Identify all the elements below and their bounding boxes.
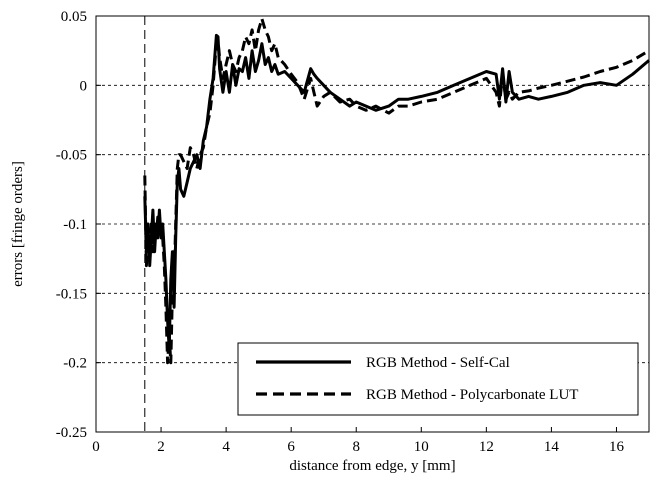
x-tick-label: 6 xyxy=(287,439,295,455)
legend: RGB Method - Self-Cal RGB Method - Polyc… xyxy=(237,342,639,416)
grid-lines xyxy=(96,84,649,364)
x-axis-label: distance from edge, y [mm] xyxy=(289,458,455,474)
y-axis-ticks: -0.25 -0.2 -0.15 -0.1 -0.05 0 0.05 xyxy=(56,9,101,441)
x-tick-label: 4 xyxy=(222,439,230,455)
legend-box xyxy=(237,342,639,416)
y-tick-label: -0.15 xyxy=(56,286,87,302)
y-tick-label: 0 xyxy=(80,78,88,94)
x-tick-label: 14 xyxy=(544,439,560,455)
x-tick-label: 12 xyxy=(479,439,494,455)
x-tick-label: 8 xyxy=(352,439,360,455)
x-tick-label: 16 xyxy=(609,439,625,455)
y-tick-label: -0.05 xyxy=(56,148,87,164)
y-tick-label: -0.25 xyxy=(56,425,87,441)
legend-entry-self-cal: RGB Method - Self-Cal xyxy=(366,355,510,371)
x-tick-label: 10 xyxy=(414,439,429,455)
x-tick-label: 2 xyxy=(157,439,165,455)
y-tick-label: -0.1 xyxy=(63,217,87,233)
series-line-0 xyxy=(143,33,650,351)
y-tick-label: 0.05 xyxy=(61,9,87,25)
y-tick-label: -0.2 xyxy=(63,356,87,372)
legend-entry-polycarbonate-lut: RGB Method - Polycarbonate LUT xyxy=(366,387,578,403)
x-axis-ticks: 0 2 4 6 8 10 12 14 16 xyxy=(92,427,624,455)
series-group xyxy=(143,17,650,365)
series-line-1 xyxy=(143,17,650,365)
x-tick-label: 0 xyxy=(92,439,100,455)
y-axis-label: errors [fringe orders] xyxy=(10,161,26,287)
